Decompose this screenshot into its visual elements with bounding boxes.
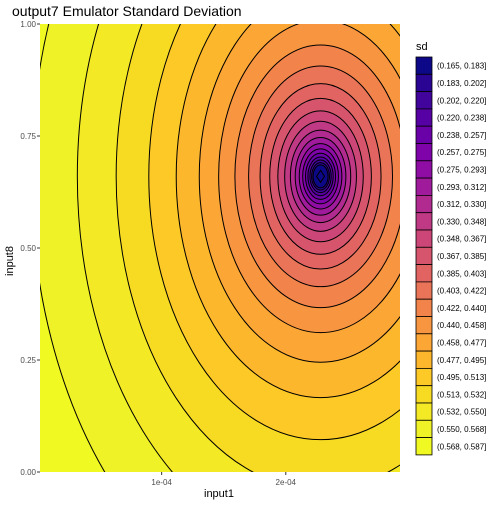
- legend-label: (0.293, 0.312]: [437, 183, 486, 192]
- legend-label: (0.513, 0.532]: [437, 390, 486, 399]
- legend-key: [415, 333, 433, 352]
- legend-key: [415, 212, 433, 231]
- legend-label: (0.348, 0.367]: [437, 235, 486, 244]
- x-axis: 1e-04 2e-04: [151, 472, 297, 487]
- legend-label: (0.495, 0.513]: [437, 373, 486, 382]
- legend-key: [415, 385, 433, 404]
- legend-label: (0.550, 0.568]: [437, 425, 486, 434]
- legend-key: [415, 56, 433, 75]
- legend-label: (0.330, 0.348]: [437, 217, 486, 226]
- legend-label: (0.422, 0.440]: [437, 304, 486, 313]
- legend-key: [415, 229, 433, 248]
- legend-key: [415, 194, 433, 214]
- legend-label: (0.257, 0.275]: [437, 148, 486, 157]
- legend-title: sd: [416, 41, 428, 53]
- legend-label: (0.312, 0.330]: [437, 200, 486, 209]
- legend-label: (0.568, 0.587]: [437, 442, 486, 451]
- legend-label: (0.202, 0.220]: [437, 96, 486, 105]
- legend-label: (0.403, 0.422]: [437, 287, 486, 296]
- x-axis-label: input1: [204, 488, 234, 500]
- legend-label: (0.477, 0.495]: [437, 356, 486, 365]
- chart-title: output7 Emulator Standard Deviation: [12, 3, 242, 19]
- y-tick-label: 0.75: [20, 132, 36, 141]
- y-tick-label: 0.50: [20, 244, 36, 253]
- legend-label: (0.275, 0.293]: [437, 165, 486, 174]
- legend-key: [415, 108, 433, 127]
- legend-label: (0.532, 0.550]: [437, 408, 486, 417]
- plot-panel: [40, 24, 400, 472]
- legend-key: [415, 177, 433, 196]
- legend: sd (0.165, 0.183] (0.183, 0.202] (0.202, 0…: [415, 41, 486, 456]
- legend-key: [415, 419, 433, 438]
- y-axis: 0.00 0.25 0.50 0.75 1.00: [20, 20, 40, 477]
- legend-key: [415, 73, 433, 93]
- legend-key: [415, 125, 433, 144]
- legend-key: [415, 316, 433, 335]
- y-tick-label: 0.00: [20, 468, 36, 477]
- x-tick-label: 2e-04: [276, 478, 297, 487]
- contour-minimum-marker: [315, 169, 326, 184]
- legend-label: (0.165, 0.183]: [437, 62, 486, 71]
- legend-label: (0.458, 0.477]: [437, 338, 486, 347]
- legend-key: [415, 437, 433, 456]
- legend-label: (0.367, 0.385]: [437, 252, 486, 261]
- legend-key: [415, 91, 433, 110]
- legend-key: [415, 160, 433, 179]
- y-tick-label: 1.00: [20, 20, 36, 29]
- legend-key: [415, 281, 433, 300]
- legend-label: (0.183, 0.202]: [437, 79, 486, 88]
- legend-key: [415, 246, 433, 266]
- legend-key: [415, 298, 433, 317]
- legend-key: [415, 367, 433, 387]
- legend-key: [415, 402, 433, 421]
- y-tick-label: 0.25: [20, 356, 36, 365]
- y-axis-label: input8: [4, 246, 16, 276]
- legend-label: (0.238, 0.257]: [437, 131, 486, 140]
- legend-label: (0.220, 0.238]: [437, 114, 486, 123]
- legend-key: [415, 143, 433, 162]
- legend-label: (0.385, 0.403]: [437, 269, 486, 278]
- legend-key: [415, 264, 433, 283]
- legend-key: [415, 350, 433, 369]
- x-tick-label: 1e-04: [151, 478, 172, 487]
- legend-label: (0.440, 0.458]: [437, 321, 486, 330]
